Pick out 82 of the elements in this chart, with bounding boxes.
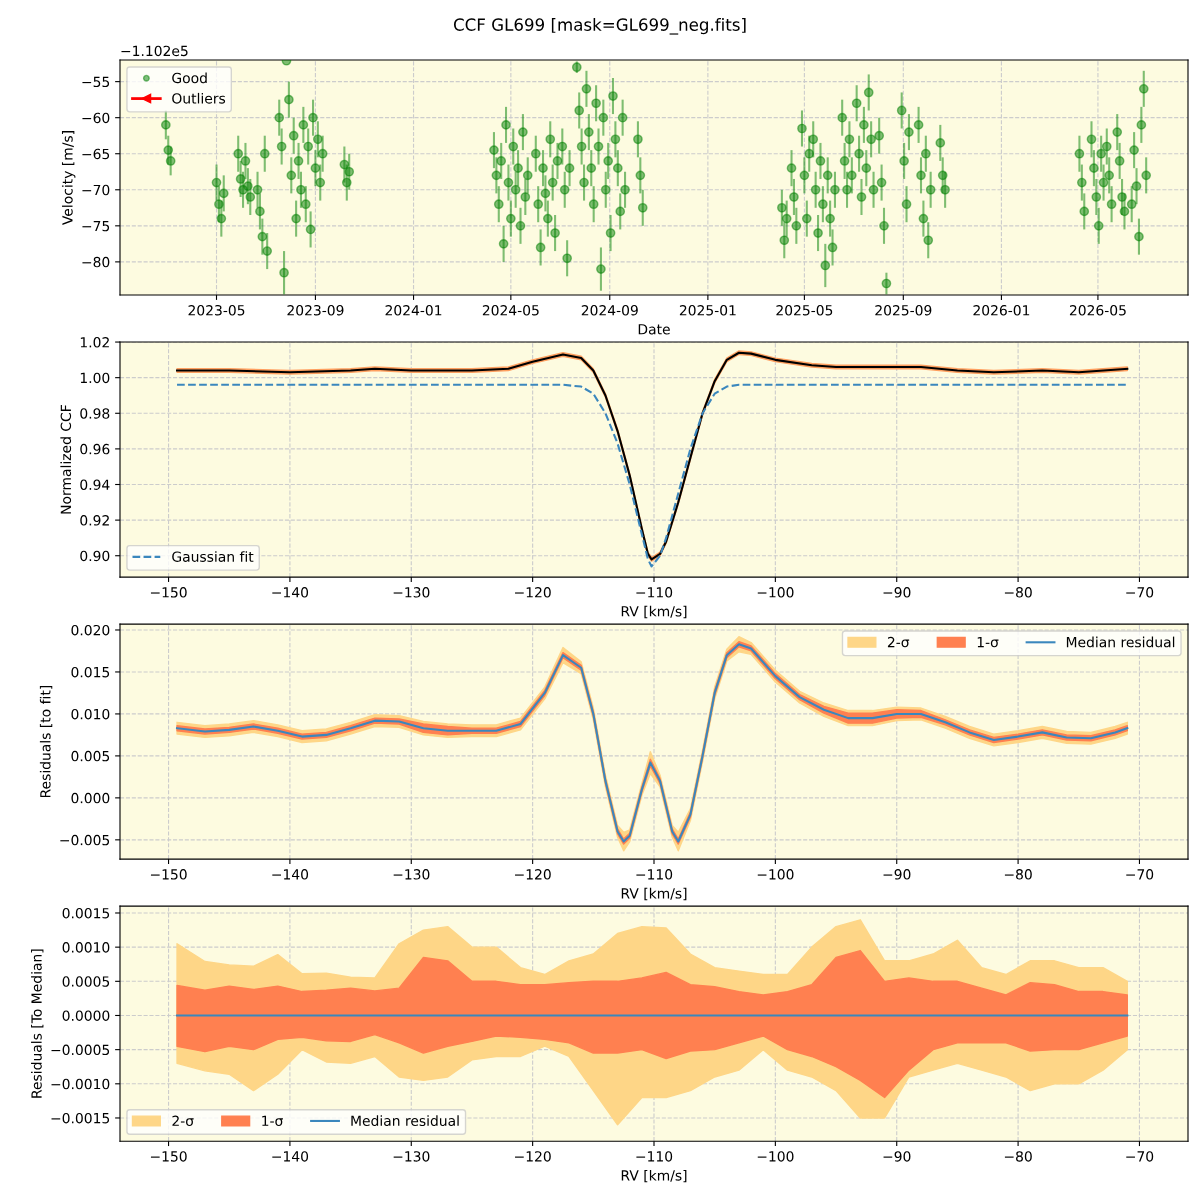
y-tick-label: 0.020 bbox=[71, 624, 110, 636]
y-tick-label: 0.010 bbox=[71, 708, 110, 720]
text: −1.102e5 bbox=[121, 45, 188, 57]
x-tick-label: 2023-05 bbox=[188, 305, 245, 316]
y-tick-label: 0.96 bbox=[80, 443, 110, 455]
x-tick-label: 2024-01 bbox=[385, 305, 442, 316]
chart-title: CCF GL699 [mask=GL699_neg.fits] bbox=[453, 18, 746, 35]
legend-label: Gaussian fit bbox=[172, 551, 254, 562]
y-axis-title: Normalized CCF bbox=[60, 405, 72, 514]
y-tick-label: −60 bbox=[82, 112, 110, 124]
x-tick-label: −130 bbox=[393, 587, 430, 598]
x-tick-label: −110 bbox=[636, 587, 673, 598]
x-tick-label: −90 bbox=[883, 1151, 911, 1162]
legend-label: 2-σ bbox=[887, 636, 910, 648]
x-tick-label: −150 bbox=[150, 587, 187, 598]
legend-label: Outliers bbox=[172, 92, 226, 104]
x-axis-title: Date bbox=[638, 324, 670, 335]
x-tick-label: 2026-05 bbox=[1069, 305, 1126, 316]
y-tick-label: 0.0010 bbox=[62, 942, 110, 953]
x-tick-label: −130 bbox=[393, 869, 430, 880]
x-tick-label: −80 bbox=[1004, 587, 1032, 598]
x-tick-label: −120 bbox=[515, 869, 551, 880]
x-tick-label: −100 bbox=[757, 869, 794, 880]
x-tick-label: 2026-01 bbox=[973, 305, 1030, 316]
x-tick-label: −80 bbox=[1004, 1151, 1032, 1162]
y-tick-label: 0.0015 bbox=[62, 907, 110, 919]
x-tick-label: −110 bbox=[636, 869, 673, 880]
x-tick-label: −150 bbox=[150, 1151, 187, 1162]
y-tick-label: 0.015 bbox=[71, 666, 110, 678]
x-tick-label: 2023-09 bbox=[287, 305, 344, 316]
y-tick-label: −80 bbox=[82, 256, 110, 268]
x-tick-label: 2024-09 bbox=[581, 305, 638, 316]
y-tick-label: −0.0015 bbox=[51, 1112, 110, 1124]
y-tick-label: −55 bbox=[82, 76, 110, 88]
x-tick-label: −90 bbox=[883, 587, 911, 598]
legend-label: 2-σ bbox=[172, 1115, 194, 1127]
y-axis-title: Residuals [to fit] bbox=[39, 685, 53, 798]
x-tick-label: 2025-09 bbox=[875, 305, 932, 316]
x-axis-title: RV [km/s] bbox=[621, 605, 687, 619]
x-tick-label: −140 bbox=[272, 587, 309, 598]
y-tick-label: 0.90 bbox=[80, 550, 110, 562]
x-tick-label: −90 bbox=[883, 869, 911, 880]
x-tick-label: −110 bbox=[636, 1151, 673, 1162]
y-tick-label: −0.0005 bbox=[51, 1044, 110, 1056]
x-axis-title: RV [km/s] bbox=[621, 887, 687, 901]
y-tick-label: −70 bbox=[82, 184, 110, 196]
y-tick-label: −65 bbox=[82, 148, 110, 160]
legend-label: 1-σ bbox=[262, 1115, 283, 1127]
y-axis-title: Residuals [To Median] bbox=[31, 949, 44, 1098]
y-tick-label: 0.98 bbox=[80, 408, 110, 419]
x-tick-label: −80 bbox=[1004, 869, 1032, 880]
y-tick-label: −75 bbox=[82, 220, 110, 232]
y-tick-label: −0.005 bbox=[60, 834, 110, 846]
x-tick-label: −70 bbox=[1126, 1151, 1154, 1162]
x-tick-label: 2025-05 bbox=[776, 305, 833, 316]
y-tick-label: −0.0010 bbox=[51, 1078, 110, 1090]
x-tick-label: 2025-01 bbox=[679, 305, 736, 316]
x-tick-label: −70 bbox=[1126, 587, 1154, 598]
legend-label: 1-σ bbox=[977, 637, 999, 648]
x-tick-label: 2024-05 bbox=[482, 305, 539, 316]
x-tick-label: −140 bbox=[272, 1151, 309, 1162]
y-tick-label: 0.000 bbox=[71, 792, 110, 804]
x-tick-label: −120 bbox=[515, 587, 551, 598]
y-tick-label: 1.00 bbox=[80, 372, 110, 384]
x-tick-label: −130 bbox=[393, 1151, 430, 1162]
x-tick-label: −100 bbox=[757, 587, 794, 598]
y-tick-label: 0.005 bbox=[71, 750, 110, 762]
x-tick-label: −100 bbox=[757, 1151, 794, 1162]
legend-label: Median residual bbox=[1066, 636, 1175, 648]
legend-label: Median residual bbox=[351, 1115, 459, 1127]
y-tick-label: 0.0000 bbox=[62, 1010, 110, 1021]
y-tick-label: 0.94 bbox=[80, 479, 110, 490]
y-tick-label: 0.92 bbox=[80, 515, 109, 526]
x-tick-label: −140 bbox=[272, 869, 309, 880]
x-tick-label: −70 bbox=[1126, 869, 1154, 880]
x-tick-label: −150 bbox=[150, 869, 187, 880]
x-tick-label: −120 bbox=[515, 1151, 551, 1162]
legend-label: Good bbox=[172, 72, 207, 84]
y-tick-label: 0.0005 bbox=[62, 976, 110, 987]
y-tick-label: 1.02 bbox=[80, 337, 109, 348]
x-axis-title: RV [km/s] bbox=[621, 1169, 687, 1183]
y-axis-title: Velocity [m/s] bbox=[61, 131, 76, 225]
